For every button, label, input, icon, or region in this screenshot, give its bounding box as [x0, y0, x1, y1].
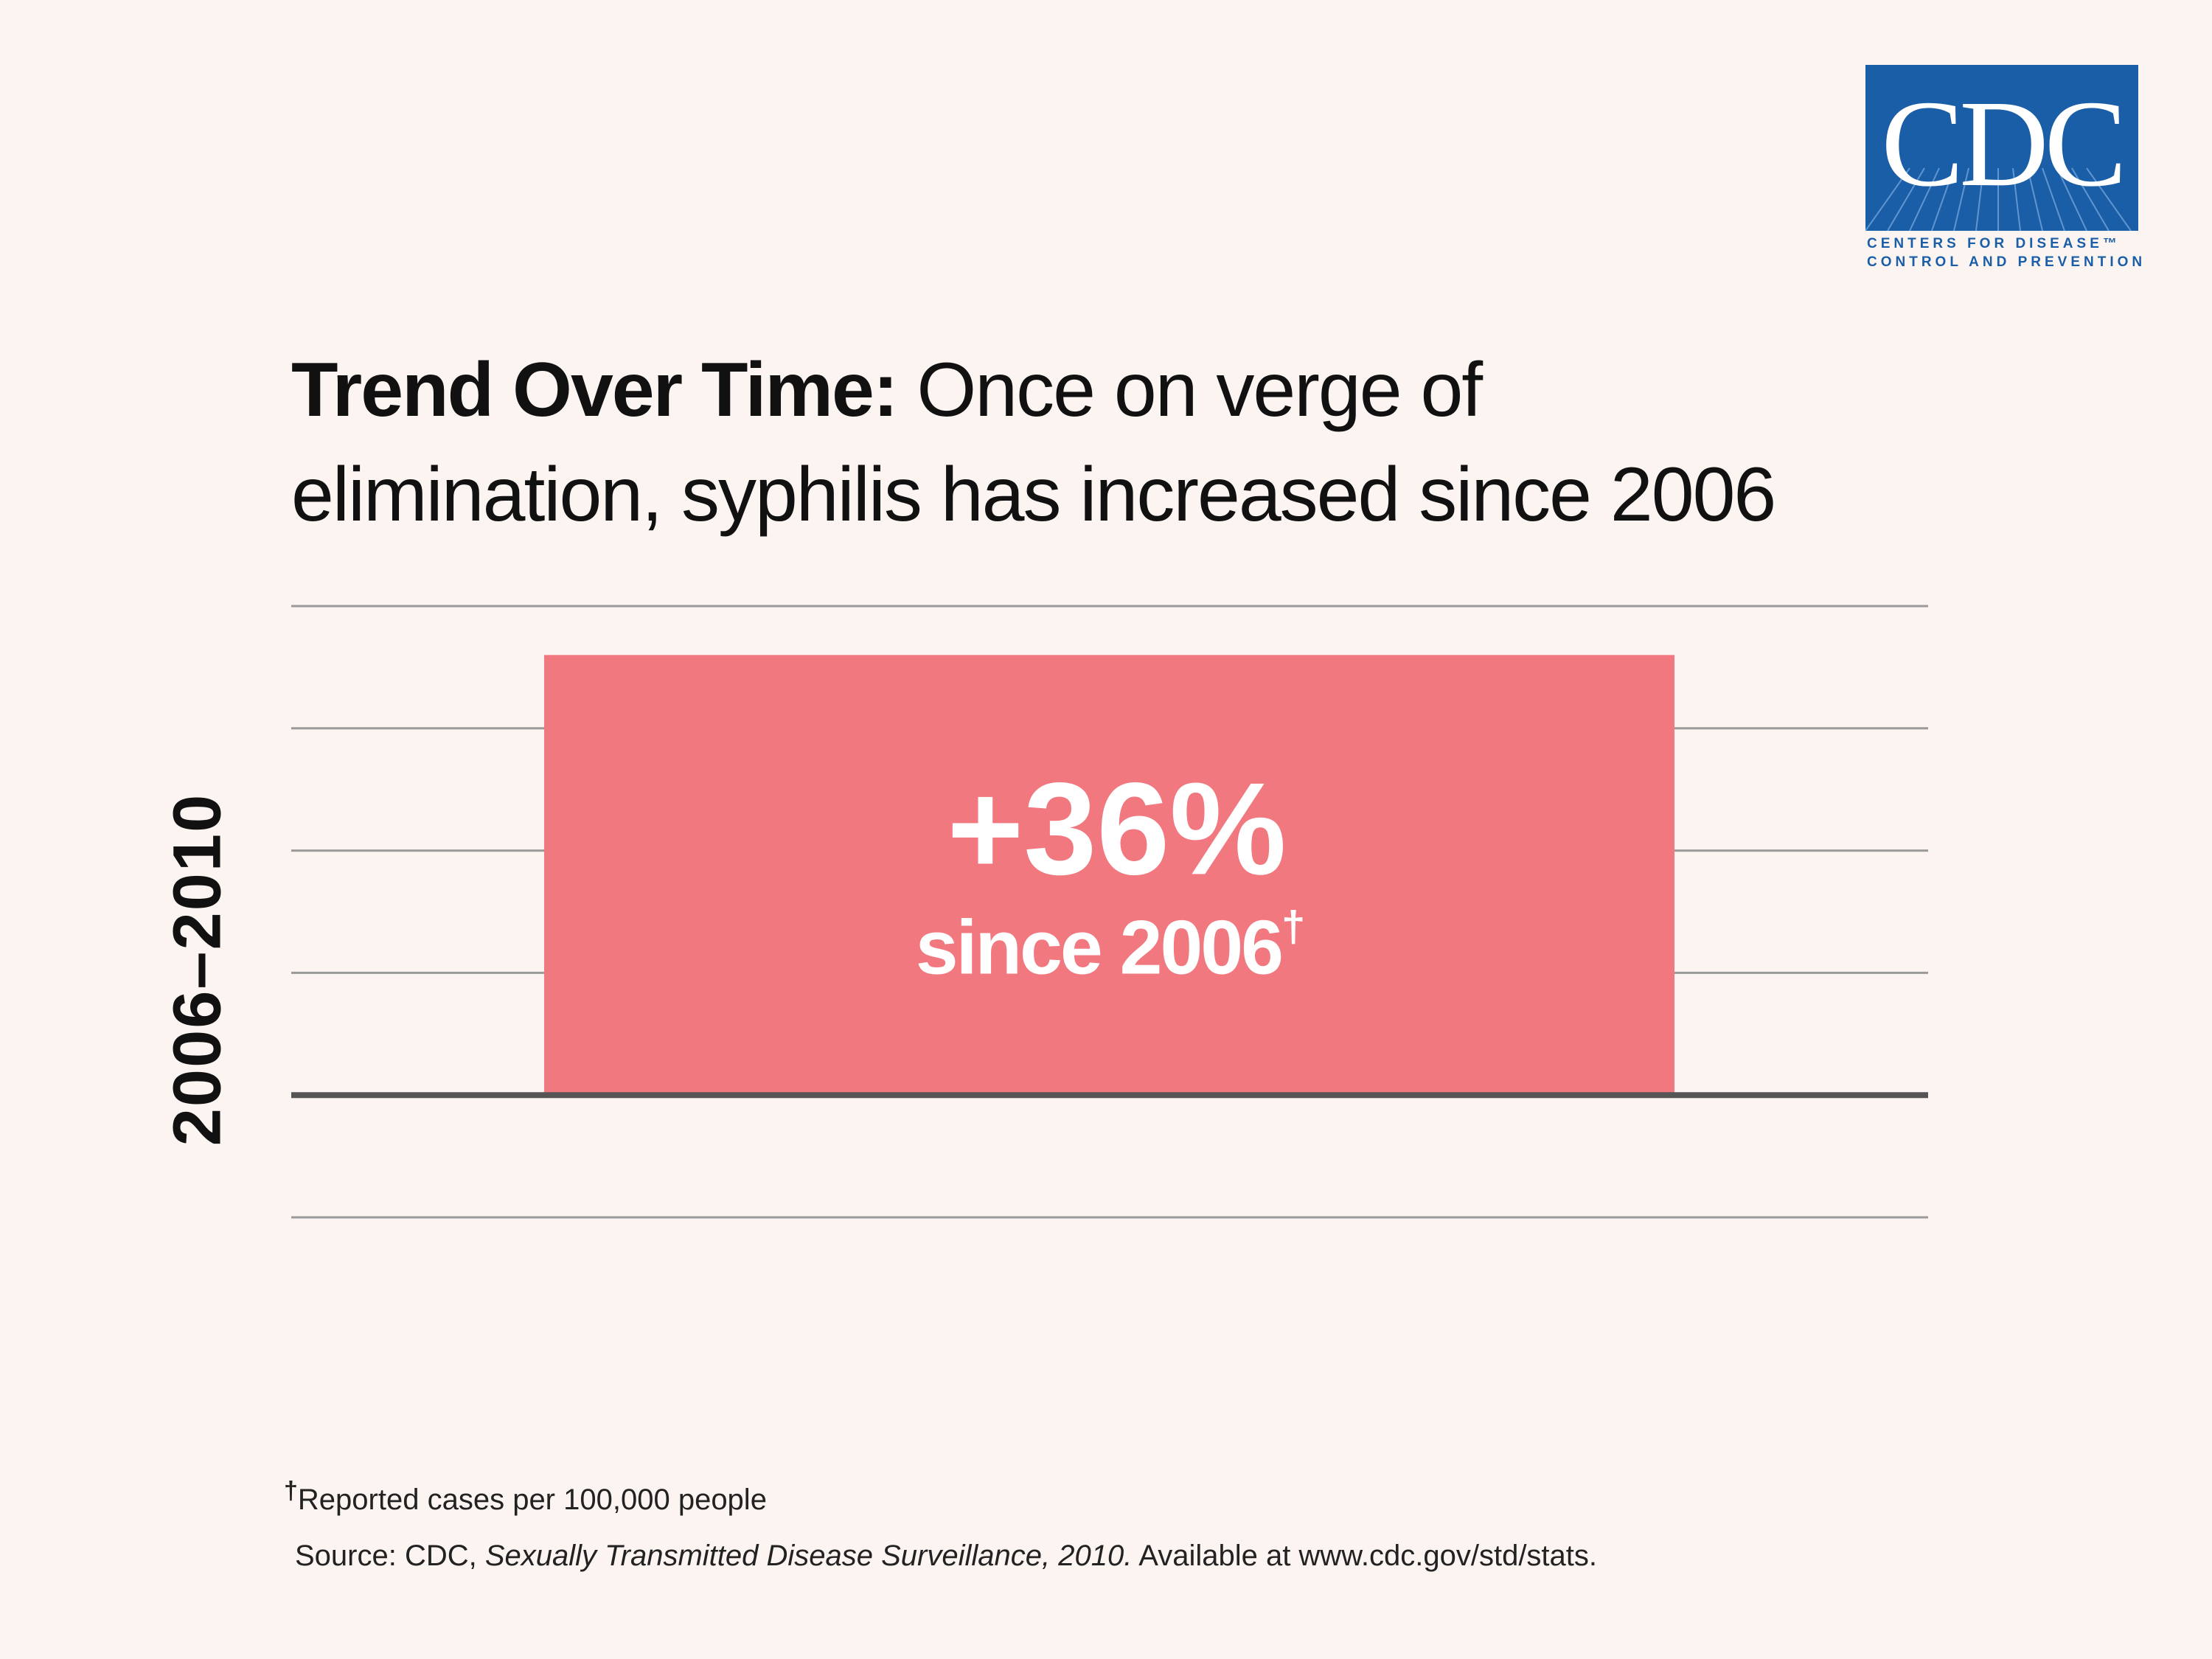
title-bold-part: Trend Over Time:	[291, 347, 898, 433]
bar-sublabel-text: since 2006	[916, 905, 1281, 990]
footnote: †Reported cases per 100,000 people	[284, 1477, 767, 1517]
source-note: Source: CDC, Sexually Transmitted Diseas…	[295, 1540, 1597, 1573]
title-line2: elimination, syphilis has increased sinc…	[291, 452, 1776, 538]
bar-2006-2010	[544, 655, 1674, 1096]
logo-wordmark: CDC	[1881, 75, 2126, 212]
page-title: Trend Over Time: Once on verge of elimin…	[291, 338, 2002, 547]
logo-rays-icon	[1865, 167, 2132, 231]
cdc-logo-box: CDC	[1865, 65, 2138, 231]
footnote-text: Reported cases per 100,000 people	[297, 1484, 767, 1516]
cdc-logo: CDC CENTERS FOR DISEASE™ CONTROL AND PRE…	[1865, 65, 2146, 279]
source-suffix: Available at www.cdc.gov/std/stats.	[1132, 1540, 1598, 1572]
bar-sublabel: since 2006†	[916, 902, 1303, 990]
source-prefix: Source: CDC,	[295, 1540, 485, 1572]
logo-subtitle-line1: CENTERS FOR DISEASE™	[1867, 236, 2121, 251]
bar-value-label: +36%	[947, 755, 1286, 902]
title-rest-line1: Once on verge of	[897, 347, 1483, 433]
source-publication: Sexually Transmitted Disease Surveillanc…	[484, 1540, 1133, 1572]
bar-sublabel-dagger: †	[1281, 902, 1303, 950]
logo-subtitle-line2: CONTROL AND PREVENTION	[1867, 254, 2146, 270]
footnote-mark: †	[284, 1477, 298, 1505]
